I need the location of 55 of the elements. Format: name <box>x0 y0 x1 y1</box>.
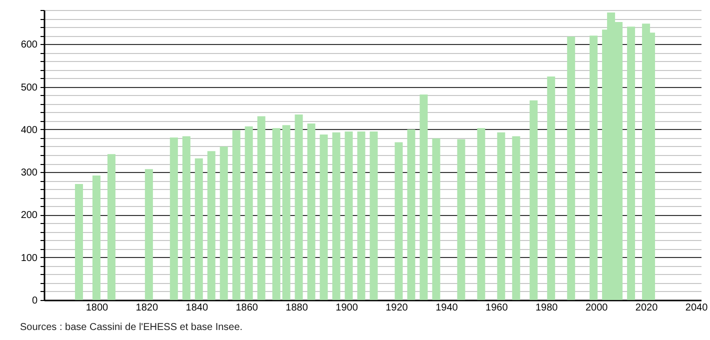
x-tick-label: 1840 <box>186 302 208 314</box>
x-tick-label: 1860 <box>236 302 258 314</box>
bar <box>530 100 538 300</box>
x-tick-label: 1900 <box>336 302 358 314</box>
bar <box>107 154 116 300</box>
bar <box>357 132 366 300</box>
bar <box>332 132 340 300</box>
y-tick-label: 200 <box>20 210 38 222</box>
x-tick-label: 1960 <box>486 302 508 314</box>
y-tick-label: 300 <box>20 168 38 179</box>
x-tick-label: 2020 <box>635 302 658 314</box>
bar <box>370 132 378 300</box>
bar <box>394 142 403 300</box>
x-tick-label: 1880 <box>286 302 308 314</box>
bar <box>407 129 416 300</box>
bar <box>74 184 83 300</box>
bar <box>477 128 486 300</box>
y-tick-label: 500 <box>20 82 38 94</box>
x-tick-label: 1800 <box>86 302 109 314</box>
y-tick-label: 0 <box>32 296 38 306</box>
bar <box>92 175 100 300</box>
bar <box>282 125 290 300</box>
y-tick-label: 600 <box>20 40 38 51</box>
bar <box>207 151 216 300</box>
bar <box>194 158 203 300</box>
bar <box>497 132 506 300</box>
bar <box>432 138 440 300</box>
x-tick-label: 1820 <box>136 302 158 314</box>
bar <box>344 132 353 300</box>
y-tick-label: 400 <box>20 124 38 136</box>
bar <box>232 130 240 300</box>
bar <box>590 36 598 300</box>
x-tick-label: 1980 <box>535 302 558 314</box>
bar <box>170 138 178 300</box>
source-note: Sources : base Cassini de l'EHESS et base Insee. <box>20 322 243 333</box>
x-tick-label: 2000 <box>585 302 608 314</box>
bar <box>182 136 190 300</box>
x-tick-label: 1920 <box>386 302 408 314</box>
bar <box>257 116 266 300</box>
bar <box>244 126 253 300</box>
bar <box>457 139 466 300</box>
bar <box>567 36 576 300</box>
y-tick-label: 100 <box>20 252 38 264</box>
bar <box>307 123 316 300</box>
bar <box>220 146 228 300</box>
x-tick-label: 1940 <box>436 302 458 314</box>
bar <box>547 76 556 300</box>
bar <box>420 94 428 300</box>
bar <box>272 128 280 300</box>
bar <box>512 136 520 300</box>
bar <box>144 169 153 300</box>
bar <box>627 26 636 300</box>
bar <box>294 114 303 300</box>
bar <box>320 134 328 300</box>
x-tick-label: 2040 <box>685 302 708 314</box>
